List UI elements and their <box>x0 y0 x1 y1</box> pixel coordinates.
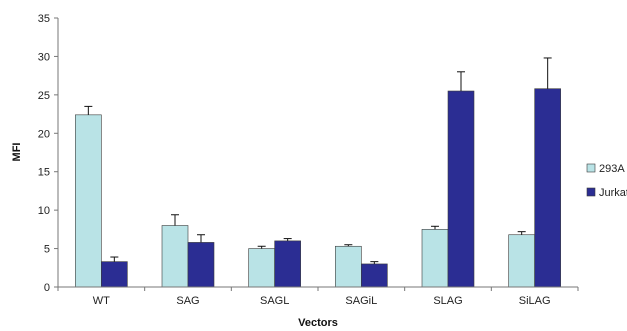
bar-293a-slag <box>421 229 449 288</box>
x-axis-ticks: WT SAG SAGL SAGiL SLAG SiLAG <box>57 287 579 307</box>
y-tick-label: 35 <box>38 13 50 25</box>
bar-293a-sagil <box>335 245 362 288</box>
x-tick-label: SLAG <box>433 295 462 307</box>
bar-293a-silag <box>508 234 535 288</box>
bar-jurkat-sagl <box>274 240 301 288</box>
x-tick-label: SAG <box>176 295 199 307</box>
x-tick-label: WT <box>93 295 110 307</box>
y-tick-label: 10 <box>38 205 50 217</box>
y-tick-label: 20 <box>38 128 50 140</box>
legend-label-293a: 293A <box>599 163 625 175</box>
x-tick-label: SAGL <box>260 295 289 307</box>
bar-293a-sagl <box>248 248 275 288</box>
bar-series <box>75 88 561 288</box>
bar-jurkat-silag <box>534 88 561 288</box>
y-tick-label: 15 <box>38 167 50 179</box>
bar-293a-wt <box>75 114 102 288</box>
y-tick-label: 25 <box>38 90 50 102</box>
x-axis-title: Vectors <box>298 317 338 329</box>
bar-jurkat-wt <box>101 261 128 288</box>
bar-293a-sag <box>161 225 189 288</box>
y-axis-title: MFI <box>11 143 23 162</box>
y-tick-label: 30 <box>38 51 50 63</box>
bar-jurkat-sagil <box>361 263 388 288</box>
x-tick-label: SiLAG <box>519 295 551 307</box>
error-bars <box>84 57 552 264</box>
x-tick-label: SAGiL <box>345 295 377 307</box>
legend-label-jurkat: Jurkat <box>599 187 627 199</box>
legend-swatch-293a <box>586 163 596 173</box>
y-axis-ticks: 0 5 10 15 20 25 30 35 <box>38 13 58 294</box>
legend-swatch-jurkat <box>586 187 596 197</box>
y-tick-label: 5 <box>44 244 50 256</box>
bar-jurkat-sag <box>187 242 215 288</box>
legend: 293A Jurkat <box>586 163 627 199</box>
y-tick-label: 0 <box>44 282 50 294</box>
bar-jurkat-slag <box>447 90 475 288</box>
